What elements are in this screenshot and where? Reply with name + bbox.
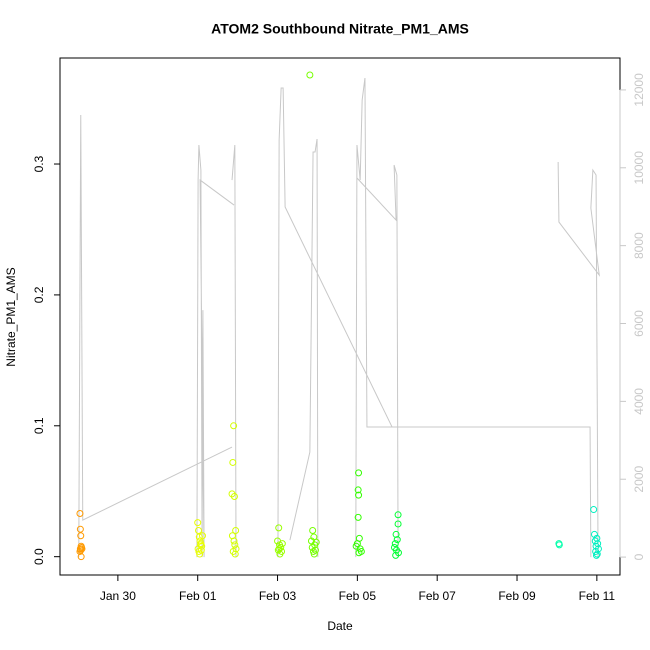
chart-title: ATOM2 Southbound Nitrate_PM1_AMS [211,21,469,37]
x-tick-label: Feb 05 [339,589,377,603]
data-point [592,551,600,559]
data-point [198,532,206,540]
y2-tick-label: 10000 [632,151,646,185]
x-tick-label: Feb 07 [419,589,457,603]
data-point [276,550,284,558]
data-point [394,520,402,528]
x-tick-label: Feb 01 [179,589,217,603]
y2-tick-label: 4000 [632,388,646,415]
y2-tick-label: 12000 [632,73,646,107]
data-point [393,536,401,544]
data-point [230,422,238,430]
data-point [77,553,85,561]
x-tick-label: Jan 30 [100,589,136,603]
data-point [354,486,362,494]
y2-tick-label: 8000 [632,232,646,259]
data-point [355,549,363,557]
data-point [311,546,319,554]
data-point [76,509,84,517]
data-point [355,469,363,477]
data-point [593,550,601,558]
data-point [195,533,203,541]
data-point [274,546,282,554]
data-point [555,541,563,549]
data-point [232,526,240,534]
data-point [231,550,239,558]
data-point [197,546,205,554]
data-point [229,458,237,466]
data-point [230,537,238,545]
altitude-line [78,77,600,558]
y2-tick-label: 0 [632,553,646,560]
data-point [76,525,84,533]
x-tick-label: Feb 03 [259,589,297,603]
data-point [196,541,204,549]
data-point [78,545,86,553]
y-tick-label: 0.2 [32,286,46,303]
y2-tick-label: 2000 [632,466,646,493]
data-point [275,545,283,553]
x-axis-label: Date [327,619,353,633]
data-point [354,513,362,521]
data-point [312,538,320,546]
data-point [310,550,318,558]
data-point [230,492,238,500]
data-point [231,541,239,549]
data-point [278,540,286,548]
data-point [392,530,400,538]
data-point [306,71,314,79]
y-tick-label: 0.1 [32,417,46,434]
data-point [394,511,402,519]
data-point [77,532,85,540]
y-tick-label: 0.3 [32,155,46,172]
data-point [392,551,400,559]
data-point [275,524,283,532]
data-point [195,526,203,534]
y-axis-label: Nitrate_PM1_AMS [4,267,18,366]
data-point [391,540,399,548]
data-point [590,506,598,514]
y2-tick-label: 6000 [632,310,646,337]
y-tick-label: 0.0 [32,548,46,565]
data-point [194,519,202,527]
x-tick-label: Feb 11 [579,589,616,603]
data-point [355,491,363,499]
x-tick-label: Feb 09 [498,589,536,603]
data-point [196,550,204,558]
data-point [309,526,317,534]
